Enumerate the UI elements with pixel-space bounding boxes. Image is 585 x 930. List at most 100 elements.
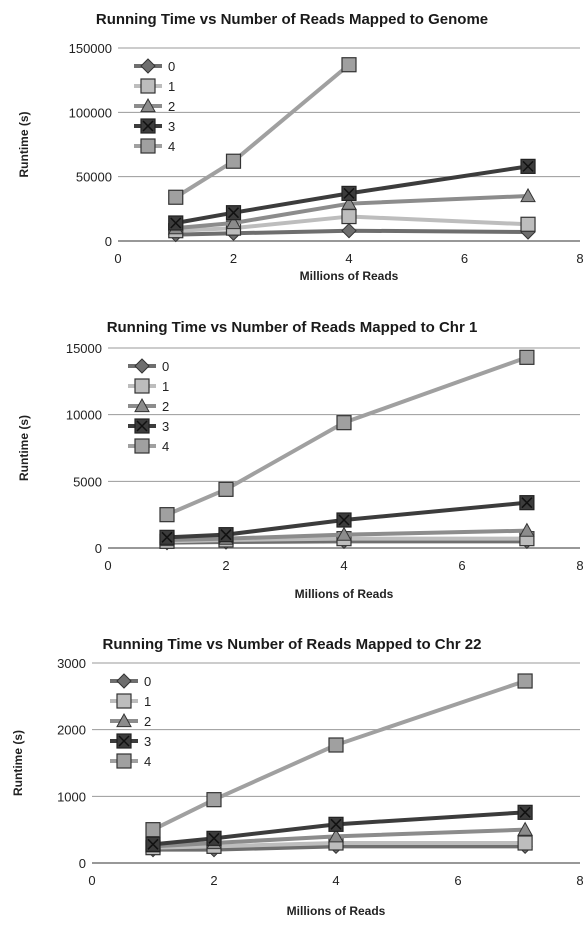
data-point-3	[168, 215, 184, 231]
series-line-3	[152, 810, 526, 847]
series-4	[145, 673, 533, 838]
data-point-4	[218, 481, 234, 497]
data-point-2	[517, 821, 533, 836]
y-tick-label: 0	[105, 234, 112, 249]
data-point-3	[341, 185, 357, 201]
series-3	[168, 158, 536, 231]
data-point-3	[517, 804, 533, 820]
legend-marker-4	[134, 438, 150, 454]
legend-marker-2	[134, 397, 150, 413]
chart-title: Running Time vs Number of Reads Mapped t…	[96, 11, 488, 28]
chart-title: Running Time vs Number of Reads Mapped t…	[103, 636, 482, 653]
data-point-3	[336, 512, 352, 528]
legend-marker-2	[116, 712, 132, 728]
y-axis-label: Runtime (s)	[17, 415, 31, 481]
chart-chr22: Running Time vs Number of Reads Mapped t…	[11, 636, 584, 918]
legend-marker-1	[140, 78, 156, 94]
series-line-0	[153, 844, 526, 852]
legend-label-1: 1	[144, 694, 151, 709]
data-point-1	[341, 208, 357, 225]
y-tick-label: 3000	[57, 656, 86, 671]
legend-marker-0	[140, 58, 156, 74]
y-tick-label: 2000	[57, 723, 86, 738]
data-point-2	[520, 187, 536, 203]
data-point-3	[145, 836, 161, 852]
data-point-4	[206, 792, 222, 808]
x-axis-label: Millions of Reads	[300, 269, 399, 283]
chart-chr1: Running Time vs Number of Reads Mapped t…	[17, 319, 584, 601]
legend-marker-3	[140, 118, 156, 134]
series-line-1	[152, 841, 526, 850]
x-tick-label: 8	[576, 873, 583, 888]
series-line-4	[174, 63, 351, 199]
series-3	[159, 495, 535, 545]
legend-marker-3	[116, 733, 132, 749]
legend-marker-1	[116, 693, 132, 709]
chart-title: Running Time vs Number of Reads Mapped t…	[107, 319, 478, 336]
y-tick-label: 150000	[69, 41, 112, 56]
data-point-3	[328, 816, 344, 832]
data-point-4	[145, 822, 161, 838]
series-3	[145, 804, 533, 852]
series-line-3	[166, 500, 528, 540]
data-point-3	[218, 527, 234, 543]
data-point-2	[341, 195, 357, 210]
data-point-1	[520, 216, 536, 232]
data-point-3	[520, 158, 536, 174]
data-point-4	[168, 189, 184, 205]
series-line-2	[166, 528, 527, 542]
data-point-4	[336, 415, 352, 431]
y-axis-label: Runtime (s)	[11, 730, 25, 796]
data-point-2	[328, 828, 344, 843]
series-line-4	[166, 355, 528, 517]
series-line-1	[175, 214, 529, 233]
x-tick-label: 8	[576, 251, 583, 266]
series-line-4	[152, 679, 526, 832]
legend-label-2: 2	[144, 714, 151, 729]
data-point-4	[328, 737, 344, 753]
legend-marker-4	[140, 138, 156, 154]
data-point-2	[225, 214, 242, 230]
y-tick-label: 100000	[69, 105, 112, 120]
x-tick-label: 0	[114, 251, 121, 266]
y-axis-label: Runtime (s)	[17, 111, 31, 177]
data-point-4	[517, 673, 533, 689]
y-tick-label: 0	[79, 856, 86, 871]
data-point-4	[225, 153, 242, 169]
legend-label-0: 0	[144, 674, 151, 689]
x-tick-label: 4	[340, 558, 347, 573]
y-tick-label: 0	[95, 541, 102, 556]
data-point-3	[519, 495, 535, 511]
legend: 0 1 2 3 4	[128, 358, 169, 454]
legend-marker-0	[116, 673, 132, 689]
x-tick-label: 4	[332, 873, 339, 888]
x-tick-label: 6	[454, 873, 461, 888]
data-point-0	[341, 222, 357, 239]
series-line-2	[175, 193, 529, 231]
legend-label-3: 3	[168, 119, 175, 134]
y-tick-label: 5000	[73, 474, 102, 489]
legend-marker-1	[134, 378, 150, 394]
y-tick-label: 1000	[57, 789, 86, 804]
legend-marker-0	[134, 358, 150, 374]
chart-genome: Running Time vs Number of Reads Mapped t…	[17, 11, 584, 283]
legend-marker-2	[140, 97, 156, 113]
data-point-4	[519, 349, 535, 365]
x-axis-label: Millions of Reads	[295, 587, 394, 601]
x-tick-label: 0	[104, 558, 111, 573]
series-line-3	[175, 164, 529, 225]
data-point-4	[159, 507, 175, 523]
y-tick-label: 10000	[66, 408, 102, 423]
legend-label-4: 4	[162, 439, 169, 454]
x-tick-label: 2	[230, 251, 237, 266]
x-tick-label: 6	[461, 251, 468, 266]
data-point-3	[159, 529, 175, 545]
y-tick-label: 50000	[76, 170, 112, 185]
legend: 0 1 2 3 4	[110, 673, 151, 769]
legend-label-2: 2	[162, 399, 169, 414]
data-point-4	[341, 57, 357, 73]
x-tick-label: 2	[210, 873, 217, 888]
data-point-3	[206, 830, 222, 846]
data-point-1	[517, 835, 533, 851]
